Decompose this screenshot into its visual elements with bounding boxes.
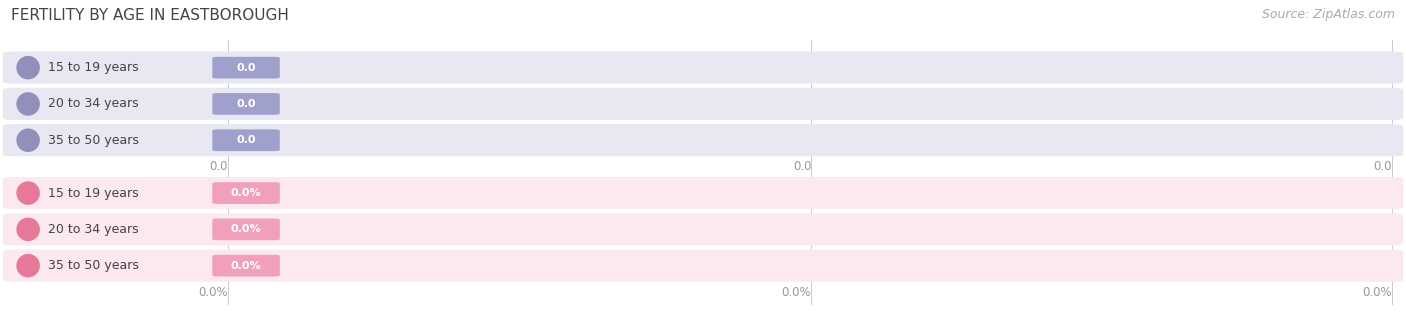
Text: 15 to 19 years: 15 to 19 years [48,186,139,200]
Text: 0.0%: 0.0% [231,188,262,198]
Text: 0.0%: 0.0% [782,285,811,299]
FancyBboxPatch shape [212,182,280,204]
Text: 0.0: 0.0 [236,99,256,109]
Text: 0.0: 0.0 [209,160,228,173]
FancyBboxPatch shape [212,218,280,240]
Ellipse shape [17,92,39,116]
FancyBboxPatch shape [3,124,1403,156]
FancyBboxPatch shape [212,255,280,277]
FancyBboxPatch shape [3,51,1403,83]
Text: 0.0: 0.0 [793,160,811,173]
FancyBboxPatch shape [212,57,280,79]
Text: 15 to 19 years: 15 to 19 years [48,61,139,74]
Text: 0.0%: 0.0% [198,285,228,299]
Text: 0.0%: 0.0% [1362,285,1392,299]
Text: 20 to 34 years: 20 to 34 years [48,97,139,111]
FancyBboxPatch shape [3,249,1403,282]
Text: 35 to 50 years: 35 to 50 years [48,134,139,147]
FancyBboxPatch shape [3,88,1403,120]
Ellipse shape [17,254,39,278]
Text: 0.0: 0.0 [1374,160,1392,173]
FancyBboxPatch shape [3,177,1403,209]
Ellipse shape [17,56,39,80]
FancyBboxPatch shape [212,129,280,151]
Text: 0.0: 0.0 [236,63,256,73]
Text: 0.0: 0.0 [236,135,256,145]
Ellipse shape [17,128,39,152]
Ellipse shape [17,217,39,241]
Text: 35 to 50 years: 35 to 50 years [48,259,139,272]
FancyBboxPatch shape [212,93,280,115]
Ellipse shape [17,181,39,205]
Text: FERTILITY BY AGE IN EASTBOROUGH: FERTILITY BY AGE IN EASTBOROUGH [11,8,290,23]
FancyBboxPatch shape [3,213,1403,246]
Text: 20 to 34 years: 20 to 34 years [48,223,139,236]
Text: 0.0%: 0.0% [231,224,262,234]
Text: 0.0%: 0.0% [231,261,262,271]
Text: Source: ZipAtlas.com: Source: ZipAtlas.com [1261,8,1395,21]
